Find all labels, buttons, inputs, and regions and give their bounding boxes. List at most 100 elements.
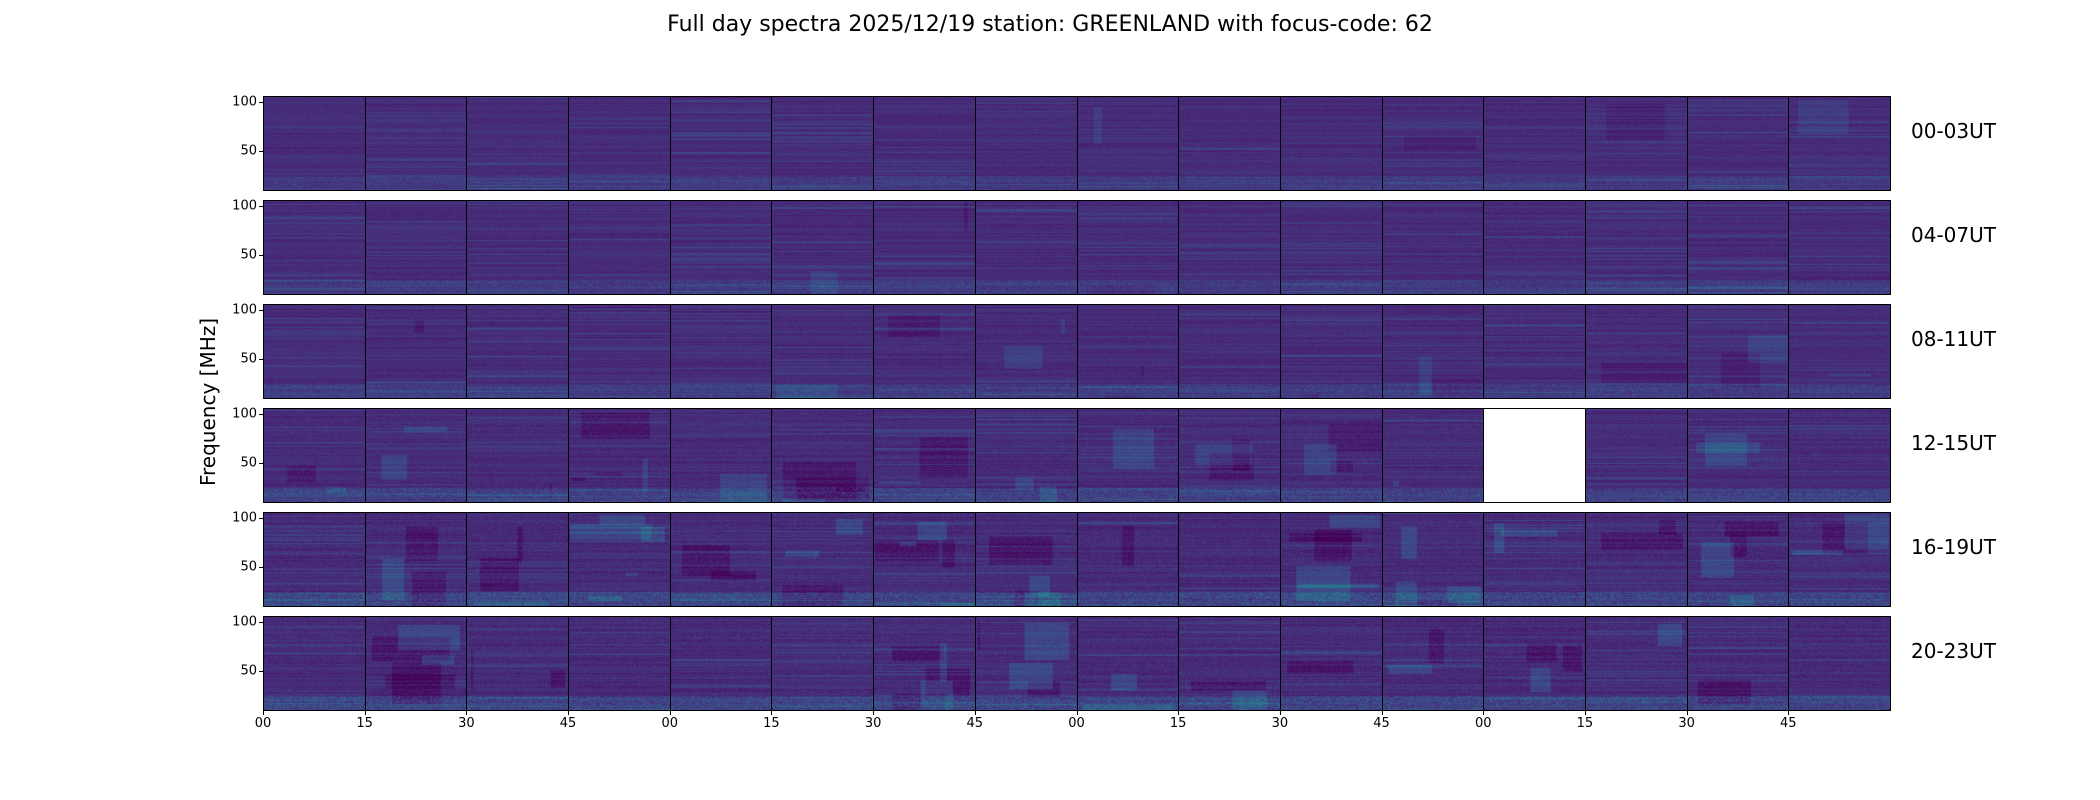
x-tick-label: 00 (661, 716, 679, 731)
y-tick-label: 100 (232, 406, 257, 422)
spectrogram-image (569, 409, 670, 502)
spectrogram-panel (263, 512, 366, 607)
spectrogram-image (1585, 97, 1687, 190)
spectrogram-image (1687, 513, 1789, 606)
spectrogram-panel (1483, 616, 1586, 711)
spectrogram-panel (568, 408, 671, 503)
spectrogram-panel (1381, 200, 1485, 295)
spectrogram-panel (263, 96, 366, 191)
spectrogram-image (1179, 513, 1280, 606)
spectrogram-panel (669, 96, 773, 191)
spectrogram-panel (568, 96, 671, 191)
spectrogram-panel (1076, 408, 1180, 503)
spectrogram-image (1484, 513, 1585, 606)
spectrogram-panel (466, 616, 570, 711)
y-axis-label: Frequency [MHz] (196, 317, 220, 487)
x-tick-label: 15 (1169, 716, 1187, 731)
y-tick-mark (259, 463, 263, 465)
spectrogram-image (1585, 305, 1687, 398)
spectrogram-image (1382, 201, 1484, 294)
spectrogram-image (1280, 305, 1382, 398)
spectrogram-panel (669, 616, 773, 711)
spectrogram-image (1382, 409, 1484, 502)
spectrogram-panel (771, 304, 875, 399)
spectrogram-panel (1686, 512, 1790, 607)
spectrogram-panel (364, 616, 468, 711)
spectrogram-panel (1686, 616, 1790, 711)
spectrogram-image (569, 97, 670, 190)
spectrogram-image (467, 409, 569, 502)
spectrogram-panel (974, 304, 1078, 399)
spectrogram-panel (669, 512, 773, 607)
spectrogram-image (772, 201, 874, 294)
y-tick-label: 50 (240, 247, 257, 263)
spectrogram-panel (873, 616, 976, 711)
spectrogram-image (1382, 617, 1484, 710)
spectrogram-image (1179, 97, 1280, 190)
spectrogram-image (264, 513, 365, 606)
spectrogram-panel (1584, 512, 1688, 607)
spectrogram-image (1280, 409, 1382, 502)
spectrogram-panel (1584, 200, 1688, 295)
x-tick-mark (1076, 711, 1078, 715)
spectrogram-panel (1584, 304, 1688, 399)
spectrogram-panel (974, 408, 1078, 503)
spectrogram-panel (1178, 408, 1281, 503)
spectrogram-image (569, 617, 670, 710)
spectrogram-panel (1279, 200, 1383, 295)
x-tick-label: 45 (559, 716, 577, 731)
x-tick-mark (873, 711, 875, 715)
spectrogram-panel (364, 96, 468, 191)
spectrogram-panel (1178, 304, 1281, 399)
spectrogram-panel (364, 200, 468, 295)
spectrogram-panel (974, 616, 1078, 711)
spectrogram-panel (1788, 408, 1891, 503)
spectrogram-image (1280, 617, 1382, 710)
spectrogram-panel (364, 304, 468, 399)
spectrogram-image (874, 201, 975, 294)
spectrogram-image (1077, 409, 1179, 502)
spectrogram-image (670, 617, 772, 710)
spectrogram-image (1179, 409, 1280, 502)
spectrogram-panel (873, 304, 976, 399)
x-tick-mark (1279, 711, 1281, 715)
x-tick-label: 15 (1576, 716, 1594, 731)
spectrogram-image (1179, 617, 1280, 710)
x-tick-label: 45 (966, 716, 984, 731)
spectrogram-panel (568, 200, 671, 295)
y-tick-mark (259, 517, 263, 519)
spectrogram-image (670, 201, 772, 294)
y-tick-mark (259, 309, 263, 311)
spectrogram-panel (1686, 408, 1790, 503)
spectrogram-panel (1686, 304, 1790, 399)
spectrogram-panel (568, 512, 671, 607)
spectrogram-image (1077, 201, 1179, 294)
spectrogram-panel (669, 200, 773, 295)
spectrogram-panel (1076, 96, 1180, 191)
spectrogram-image (975, 201, 1077, 294)
spectrogram-panel (263, 304, 366, 399)
row-time-label: 16-19UT (1911, 534, 1996, 559)
spectrogram-image (569, 201, 670, 294)
spectrogram-image (1280, 201, 1382, 294)
x-tick-mark (1178, 711, 1180, 715)
spectrogram-image (874, 97, 975, 190)
spectrogram-panel (1686, 200, 1790, 295)
y-tick-mark (259, 671, 263, 673)
spectrogram-panel (771, 512, 875, 607)
spectrogram-panel (466, 200, 570, 295)
y-tick-label: 50 (240, 663, 257, 679)
spectrogram-panel (1483, 96, 1586, 191)
y-tick-mark (259, 255, 263, 257)
spectrogram-image (467, 617, 569, 710)
spectrogram-panel (1381, 96, 1485, 191)
spectrogram-panel (669, 408, 773, 503)
spectrogram-image (1789, 513, 1890, 606)
row-time-label: 12-15UT (1911, 430, 1996, 455)
spectrogram-image (670, 97, 772, 190)
spectrogram-panel (263, 200, 366, 295)
spectrogram-image (772, 97, 874, 190)
spectrogram-image (264, 409, 365, 502)
x-tick-label: 00 (1068, 716, 1085, 731)
row-time-label: 08-11UT (1911, 326, 1996, 351)
